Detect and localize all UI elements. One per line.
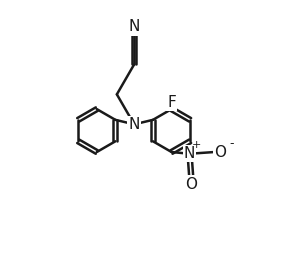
Text: N: N [184, 146, 195, 161]
Text: O: O [214, 145, 226, 160]
Text: -: - [230, 137, 234, 150]
Text: O: O [185, 177, 197, 192]
Text: N: N [128, 19, 140, 34]
Text: N: N [128, 117, 140, 132]
Text: F: F [167, 95, 176, 110]
Text: +: + [192, 140, 201, 150]
